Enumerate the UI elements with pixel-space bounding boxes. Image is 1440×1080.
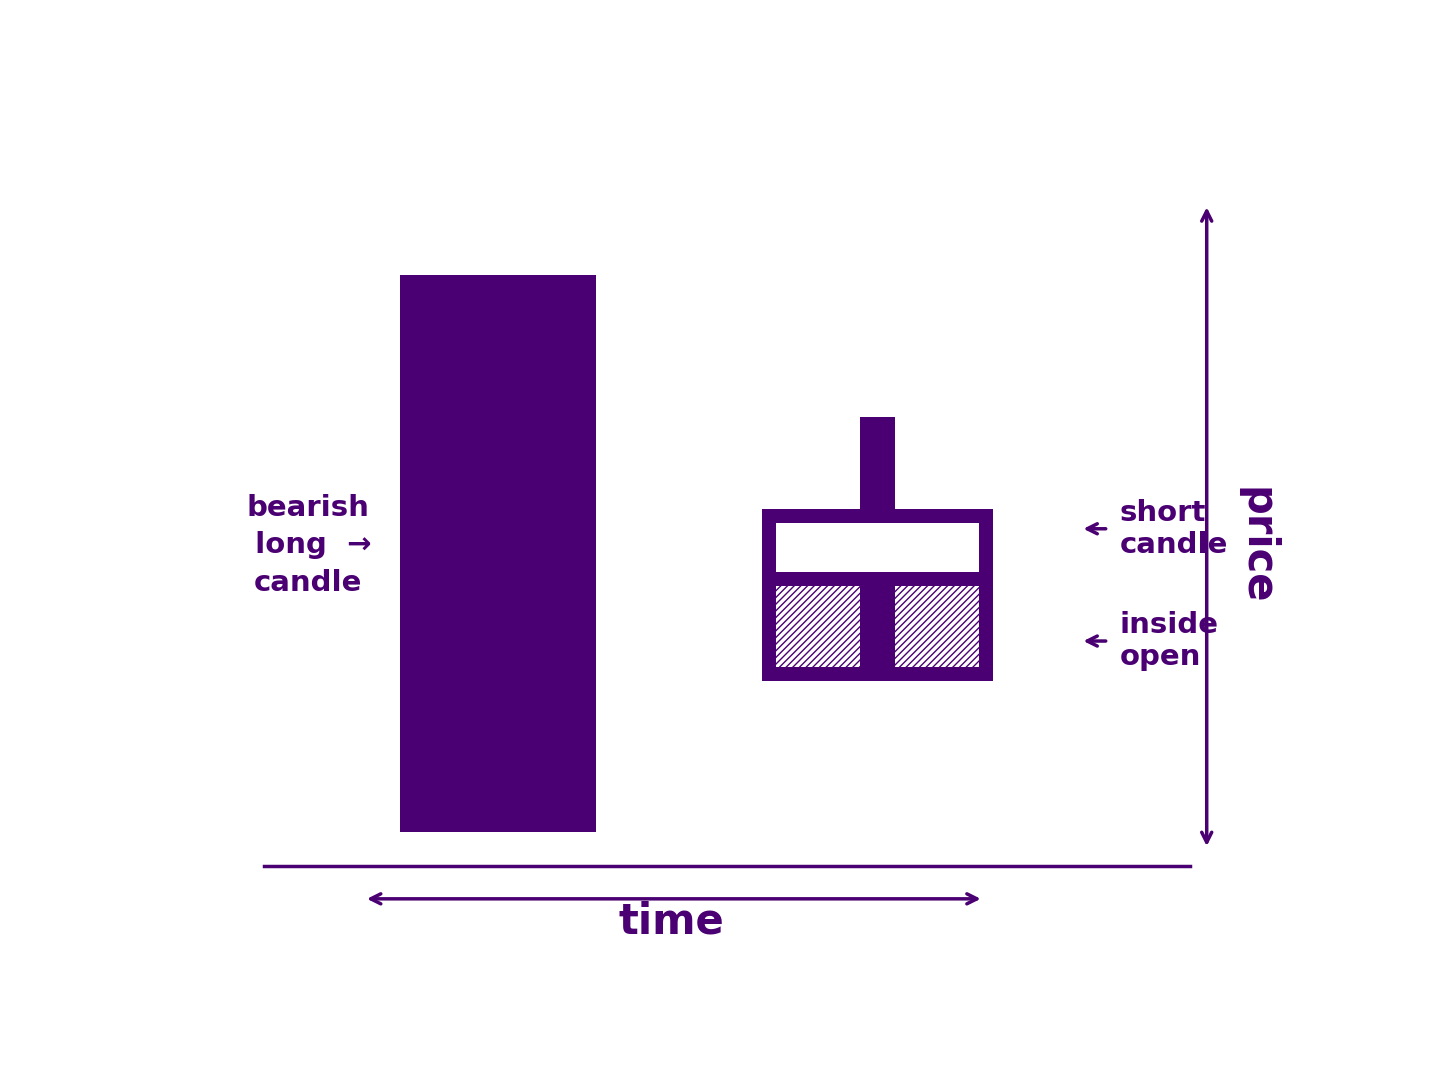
Bar: [860, 579, 896, 674]
Text: bearish: bearish: [246, 494, 370, 522]
Text: long  →: long →: [245, 531, 372, 559]
Text: candle: candle: [253, 569, 363, 597]
Text: price: price: [1236, 487, 1277, 604]
Text: time: time: [618, 901, 724, 942]
Bar: [769, 516, 986, 579]
Bar: [400, 275, 596, 833]
Bar: [860, 417, 896, 516]
Bar: [769, 516, 986, 674]
Bar: [769, 579, 986, 674]
Text: short
candle: short candle: [1120, 499, 1228, 559]
Bar: [769, 579, 986, 674]
Text: inside
open: inside open: [1120, 611, 1218, 672]
